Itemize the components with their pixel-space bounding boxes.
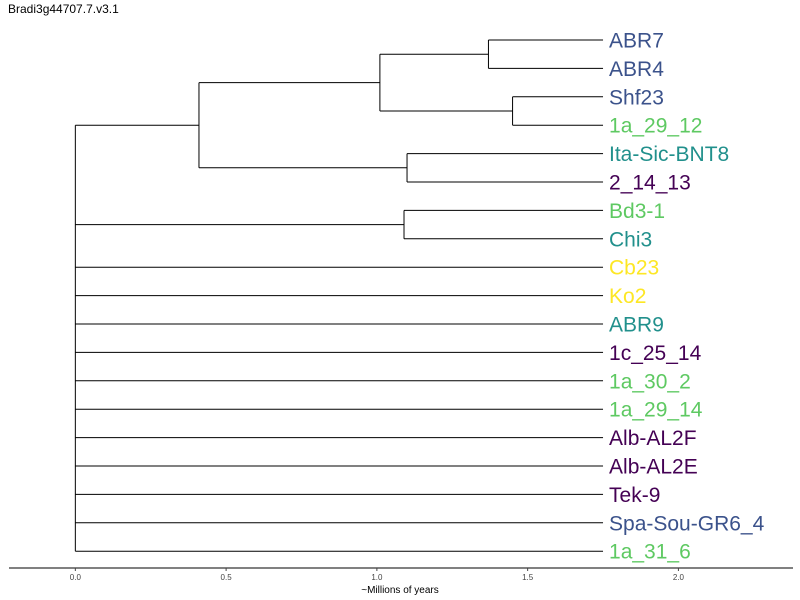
leaf-label: 1c_25_14: [609, 342, 702, 365]
leaf-label: Bd3-1: [609, 200, 665, 223]
leaf-label: 1a_31_6: [609, 541, 691, 564]
x-axis-title: ~Millions of years: [361, 585, 439, 596]
leaf-label: Ko2: [609, 285, 646, 308]
x-tick-label: 1.0: [371, 573, 383, 582]
leaf-label: ABR7: [609, 30, 664, 53]
leaf-label: 1a_29_14: [609, 399, 703, 422]
leaf-label: Ita-Sic-BNT8: [609, 143, 729, 166]
leaf-label: 2_14_13: [609, 172, 691, 195]
branch-group: [74, 39, 604, 552]
x-tick-label: 0.5: [221, 573, 233, 582]
leaf-label: 1a_29_12: [609, 115, 702, 138]
leaf-label: Alb-AL2E: [609, 456, 698, 479]
x-tick-label: 0.0: [70, 573, 82, 582]
leaf-label: ABR9: [609, 314, 664, 337]
leaf-label: Tek-9: [609, 484, 660, 507]
leaf-label: Cb23: [609, 257, 659, 280]
x-tick-label: 1.5: [522, 573, 534, 582]
x-axis: 0.0 0.5 1.0 1.5 2.0: [9, 567, 793, 582]
leaf-label: Shf23: [609, 86, 664, 109]
x-tick-label: 2.0: [673, 573, 685, 582]
leaf-label: 1a_30_2: [609, 370, 691, 393]
leaf-label: Spa-Sou-GR6_4: [609, 512, 765, 535]
leaf-label: ABR4: [609, 58, 664, 81]
leaf-label-group: ABR7 ABR4 Shf23 1a_29_12 Ita-Sic-BNT8 2_14_13…: [609, 30, 765, 564]
leaf-label: Chi3: [609, 228, 652, 251]
leaf-label: Alb-AL2F: [609, 427, 697, 450]
chart-title: Bradi3g44707.7.v3.1: [8, 2, 119, 16]
